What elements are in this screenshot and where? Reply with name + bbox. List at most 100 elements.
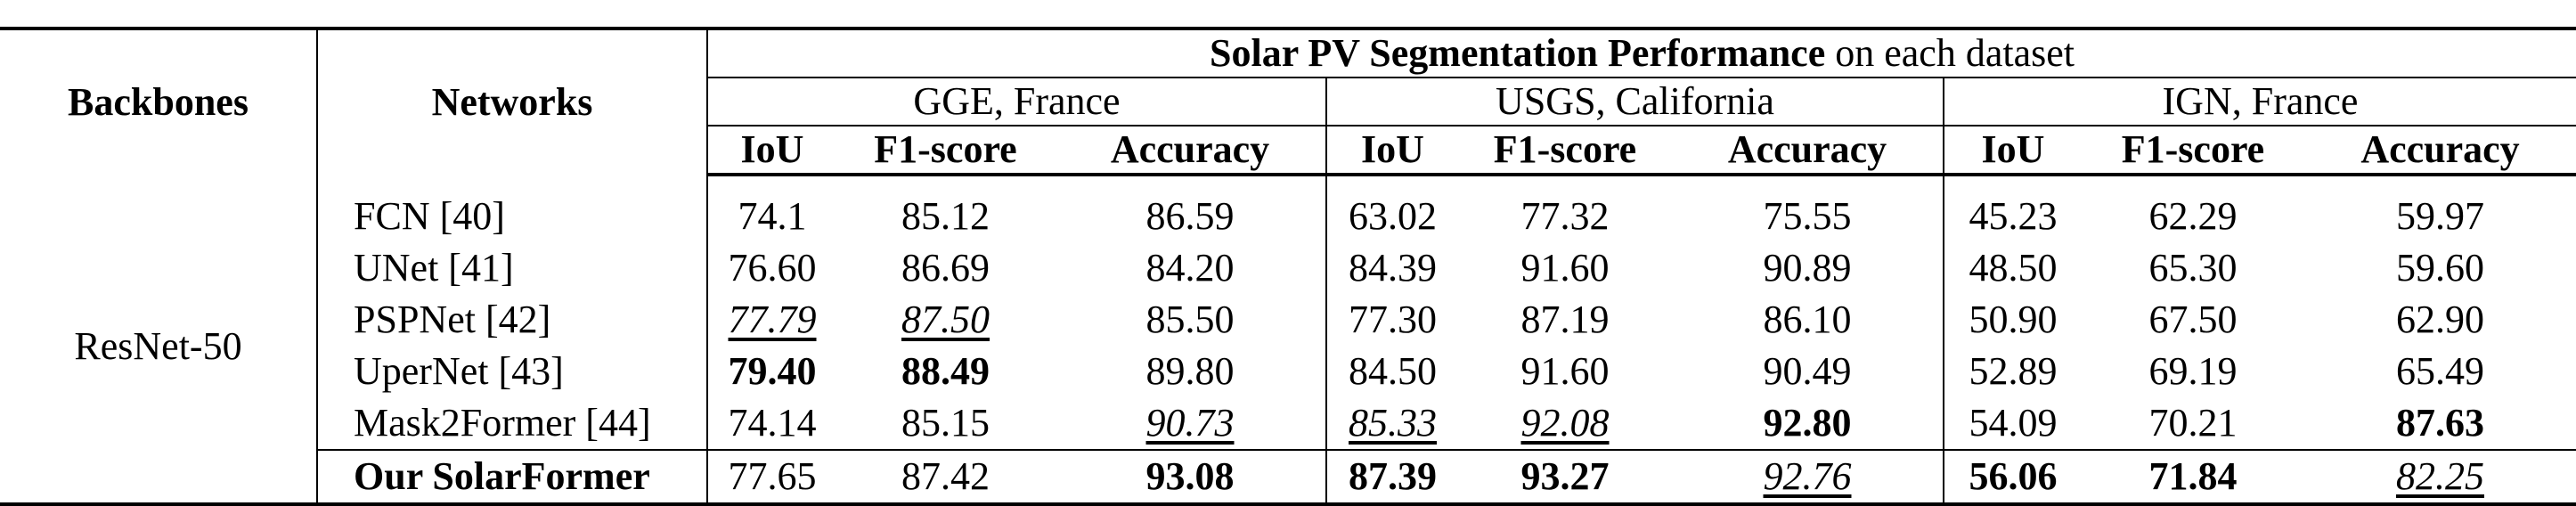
metric-value-cell: 92.80	[1672, 397, 1944, 450]
metric-value: 62.90	[2396, 298, 2484, 341]
metric-value: 65.49	[2396, 349, 2484, 393]
metric-header-iou: IoU	[1326, 126, 1458, 176]
metric-value-cell: 92.76	[1672, 449, 1944, 506]
metric-value-cell: 77.32	[1458, 191, 1672, 242]
metric-value-cell: 89.80	[1055, 346, 1327, 397]
metric-value: 90.49	[1763, 349, 1852, 393]
metric-value-cell: 84.20	[1055, 242, 1327, 294]
dataset-header-usgs: USGS, California	[1326, 78, 1944, 126]
metric-header-f1-score: F1-score	[2082, 126, 2304, 176]
network-name: UperNet [43]	[317, 346, 708, 397]
metric-value-cell: 93.27	[1458, 449, 1672, 506]
network-name: Mask2Former [44]	[317, 397, 708, 450]
metric-value-cell: 86.59	[1055, 191, 1327, 242]
metric-value: 63.02	[1349, 194, 1437, 238]
metric-value-cell: 87.50	[836, 294, 1055, 346]
metric-value: 69.19	[2148, 349, 2238, 393]
metric-value: 90.89	[1763, 246, 1852, 290]
metric-value-cell: 93.08	[1055, 449, 1327, 506]
metric-value-cell: 62.29	[2082, 191, 2304, 242]
metric-value: 86.69	[901, 246, 990, 290]
metric-value: 77.30	[1349, 298, 1437, 341]
metric-value-cell: 84.39	[1326, 242, 1458, 294]
table-row: UperNet [43] 79.40 88.49 89.80 84.50 91.60 90.…	[0, 346, 2576, 397]
header-backbones: Backbones	[0, 30, 318, 175]
metric-value: 76.60	[728, 246, 817, 290]
metric-value-cell: 85.33	[1326, 397, 1458, 450]
metric-value: 86.59	[1145, 194, 1235, 238]
metric-value-cell: 67.50	[2082, 294, 2304, 346]
metric-value: 71.84	[2148, 454, 2238, 498]
metric-value-cell: 87.39	[1326, 449, 1458, 506]
metric-value-cell: 65.49	[2304, 346, 2576, 397]
metric-value-cell: 91.60	[1458, 242, 1672, 294]
metric-value: 87.63	[2396, 401, 2484, 445]
metric-header-iou: IoU	[1944, 126, 2082, 176]
metric-value-cell: 71.84	[2082, 449, 2304, 506]
metric-value-cell: 77.79	[707, 294, 836, 346]
dataset-header-ign: IGN, France	[1944, 78, 2576, 126]
metric-value: 90.73	[1145, 401, 1235, 445]
metric-value-cell: 82.25	[2304, 449, 2576, 506]
metric-value-cell: 54.09	[1944, 397, 2082, 450]
metric-value-cell: 59.97	[2304, 191, 2576, 242]
metric-value-cell: 86.10	[1672, 294, 1944, 346]
metric-header-accuracy: Accuracy	[1055, 126, 1327, 176]
table-row: PSPNet [42] 77.79 87.50 85.50 77.30 87.19 86.1…	[0, 294, 2576, 346]
metric-value-cell: 79.40	[707, 346, 836, 397]
metric-value: 84.20	[1145, 246, 1235, 290]
metric-value-cell: 50.90	[1944, 294, 2082, 346]
metric-value-cell: 76.60	[707, 242, 836, 294]
metric-value: 85.50	[1145, 298, 1235, 341]
table-title-bold: Solar PV Segmentation Performance	[1210, 31, 1826, 75]
metric-value-cell: 63.02	[1326, 191, 1458, 242]
table-row: Our SolarFormer 77.65 87.42 93.08 87.39 93.27…	[0, 449, 2576, 506]
metric-value: 92.80	[1763, 401, 1852, 445]
metric-header-accuracy: Accuracy	[1672, 126, 1944, 176]
metric-value: 77.32	[1520, 194, 1610, 238]
metric-value-cell: 74.1	[707, 191, 836, 242]
metric-value-cell: 84.50	[1326, 346, 1458, 397]
metric-value-cell: 56.06	[1944, 449, 2082, 506]
network-name: Our SolarFormer	[317, 449, 708, 506]
metric-value-cell: 69.19	[2082, 346, 2304, 397]
network-name: PSPNet [42]	[317, 294, 708, 346]
metric-value-cell: 77.30	[1326, 294, 1458, 346]
metric-value: 85.15	[901, 401, 990, 445]
metric-value: 82.25	[2396, 454, 2484, 498]
metric-value: 79.40	[728, 349, 817, 393]
metric-value-cell: 85.12	[836, 191, 1055, 242]
metric-value-cell: 65.30	[2082, 242, 2304, 294]
metric-value-cell: 87.19	[1458, 294, 1672, 346]
metric-header-f1-score: F1-score	[1458, 126, 1672, 176]
metric-value: 74.1	[738, 194, 807, 238]
metric-value-cell: 48.50	[1944, 242, 2082, 294]
metric-value: 74.14	[728, 401, 817, 445]
metric-value-cell: 87.63	[2304, 397, 2576, 450]
metric-value: 70.21	[2148, 401, 2238, 445]
metric-value: 62.29	[2148, 194, 2238, 238]
metric-value-cell: 90.89	[1672, 242, 1944, 294]
metric-value-cell: 92.08	[1458, 397, 1672, 450]
backbone-cell: ResNet-50	[0, 191, 318, 506]
table-row: UNet [41] 76.60 86.69 84.20 84.39 91.60 90.89 4…	[0, 242, 2576, 294]
table-title: Solar PV Segmentation Performance on eac…	[707, 30, 2576, 78]
results-table: Backbones Networks Solar PV Segmentation…	[0, 27, 2576, 506]
metric-header-accuracy: Accuracy	[2304, 126, 2576, 176]
metric-value-cell: 90.49	[1672, 346, 1944, 397]
metric-value-cell: 75.55	[1672, 191, 1944, 242]
metric-value-cell: 59.60	[2304, 242, 2576, 294]
metric-value: 75.55	[1763, 194, 1852, 238]
metric-value-cell: 85.15	[836, 397, 1055, 450]
metric-value-cell: 62.90	[2304, 294, 2576, 346]
metric-value-cell: 77.65	[707, 449, 836, 506]
table-row: Mask2Former [44] 74.14 85.15 90.73 85.33 92.0…	[0, 397, 2576, 450]
metric-value-cell: 70.21	[2082, 397, 2304, 450]
metric-value: 52.89	[1969, 349, 2058, 393]
metric-value: 85.33	[1349, 401, 1437, 445]
metric-value: 85.12	[901, 194, 990, 238]
metric-value-cell: 87.42	[836, 449, 1055, 506]
metric-header-iou: IoU	[707, 126, 836, 176]
metric-value: 59.97	[2396, 194, 2484, 238]
